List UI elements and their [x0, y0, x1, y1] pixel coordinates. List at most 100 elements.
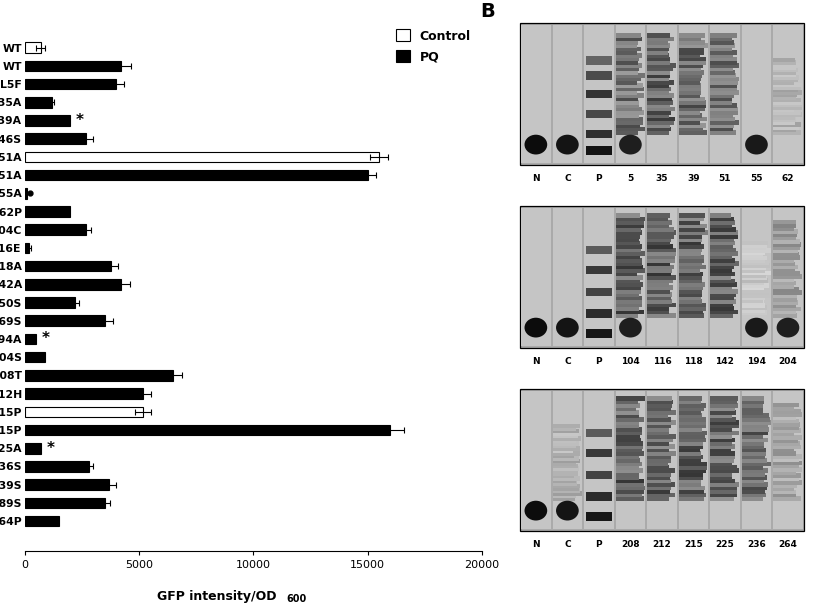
Bar [616, 37, 642, 41]
Bar [647, 424, 672, 428]
Bar [616, 60, 639, 65]
Bar [616, 97, 638, 101]
Ellipse shape [619, 318, 642, 338]
Bar [711, 50, 737, 54]
Bar [774, 80, 794, 85]
Bar [711, 441, 732, 446]
Bar [774, 300, 798, 305]
Bar [679, 73, 702, 78]
Bar [774, 93, 797, 97]
Bar [742, 441, 764, 446]
Bar [616, 476, 640, 480]
Bar [774, 281, 796, 286]
Text: 62: 62 [782, 174, 794, 183]
Bar [679, 413, 702, 418]
Ellipse shape [619, 135, 642, 154]
Bar [647, 73, 670, 78]
Bar [586, 266, 612, 275]
Bar [742, 407, 762, 411]
Bar [25, 243, 29, 253]
Bar [553, 456, 579, 460]
Bar [711, 87, 737, 91]
Bar [711, 286, 732, 290]
Bar [616, 120, 643, 125]
Bar [616, 391, 645, 529]
Bar [616, 275, 643, 280]
Bar [679, 258, 704, 263]
Bar [616, 451, 644, 456]
Bar [586, 471, 612, 479]
Bar [711, 265, 735, 269]
Ellipse shape [745, 318, 768, 338]
Bar [616, 292, 639, 297]
Bar [679, 482, 701, 487]
Bar [679, 448, 700, 453]
Bar [711, 476, 731, 480]
Bar [679, 410, 701, 414]
Bar [25, 407, 143, 417]
Bar [553, 451, 580, 456]
Bar [711, 400, 737, 404]
Bar [711, 445, 735, 449]
Bar [742, 268, 766, 273]
Bar [25, 315, 105, 326]
Bar [25, 170, 367, 180]
Bar [679, 489, 704, 494]
Bar [647, 407, 671, 411]
Bar [25, 188, 27, 198]
Bar [647, 451, 676, 456]
Bar [711, 90, 739, 95]
Bar [679, 492, 706, 497]
Bar [774, 265, 798, 269]
Bar [553, 446, 580, 451]
Text: 264: 264 [779, 540, 798, 549]
Bar [711, 77, 739, 81]
Bar [742, 451, 766, 456]
Text: 600: 600 [286, 594, 307, 604]
Bar [774, 441, 800, 446]
Bar [711, 110, 738, 115]
Bar [774, 110, 801, 115]
Text: 116: 116 [653, 357, 672, 366]
Bar [742, 479, 763, 483]
Bar [679, 247, 702, 252]
Bar [711, 67, 733, 71]
Bar [553, 486, 579, 491]
Bar [742, 303, 766, 307]
Bar [679, 224, 707, 228]
Bar [710, 25, 739, 163]
Bar [586, 110, 612, 118]
Bar [647, 90, 669, 95]
Bar [553, 443, 576, 448]
Text: *: * [47, 440, 54, 456]
Bar [25, 370, 173, 381]
Ellipse shape [524, 135, 547, 154]
Bar [584, 208, 614, 346]
Bar [710, 391, 739, 529]
Bar [711, 103, 737, 108]
Bar [774, 413, 802, 417]
Bar [616, 462, 642, 466]
Bar [553, 436, 581, 440]
Bar [586, 146, 612, 154]
Bar [774, 90, 802, 95]
Bar [647, 117, 676, 121]
Bar [679, 33, 705, 38]
Bar [711, 255, 731, 259]
Text: C: C [564, 540, 571, 549]
Bar [647, 476, 670, 480]
Bar [774, 303, 796, 308]
Text: 104: 104 [621, 357, 640, 366]
Bar [616, 251, 645, 256]
Bar [25, 497, 105, 508]
Bar [647, 40, 668, 45]
Bar [647, 244, 673, 249]
Bar [616, 100, 640, 105]
Bar [586, 129, 612, 138]
Bar [647, 130, 668, 134]
Bar [711, 420, 739, 425]
Bar [647, 103, 670, 108]
Bar [616, 261, 641, 266]
Bar [774, 313, 798, 318]
Text: 142: 142 [716, 357, 735, 366]
